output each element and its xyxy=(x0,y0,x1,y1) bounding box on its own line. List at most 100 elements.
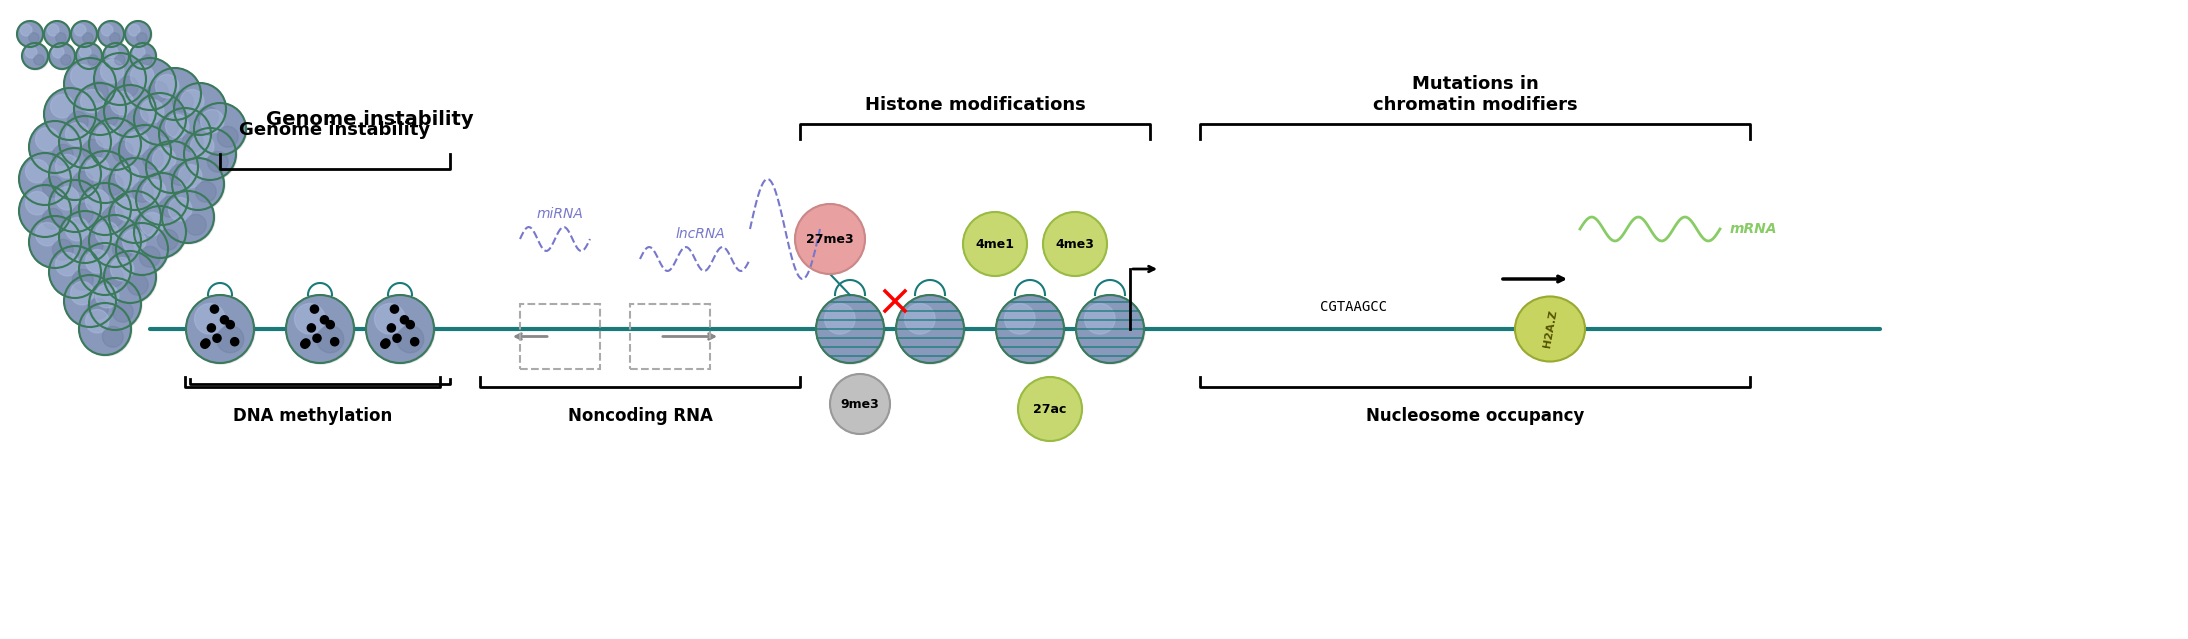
Circle shape xyxy=(96,284,118,308)
Circle shape xyxy=(83,235,103,255)
Circle shape xyxy=(72,203,94,224)
Circle shape xyxy=(90,278,140,330)
Circle shape xyxy=(94,54,147,106)
Circle shape xyxy=(162,191,214,243)
Circle shape xyxy=(46,89,96,141)
Circle shape xyxy=(96,125,118,148)
Circle shape xyxy=(66,217,90,241)
Circle shape xyxy=(166,114,188,138)
Text: lncRNA: lncRNA xyxy=(676,227,724,241)
Circle shape xyxy=(112,238,133,259)
Circle shape xyxy=(79,151,131,203)
Circle shape xyxy=(829,374,891,434)
Text: Genome instability: Genome instability xyxy=(267,110,475,129)
Circle shape xyxy=(55,33,66,43)
Circle shape xyxy=(42,176,63,197)
Text: H2A.Z: H2A.Z xyxy=(1543,309,1558,349)
Circle shape xyxy=(195,104,247,156)
Circle shape xyxy=(66,276,116,328)
Circle shape xyxy=(63,275,116,327)
Circle shape xyxy=(142,180,166,203)
Circle shape xyxy=(50,247,103,299)
Circle shape xyxy=(85,190,109,213)
Circle shape xyxy=(50,95,74,118)
Circle shape xyxy=(28,33,39,43)
Circle shape xyxy=(53,46,63,58)
Circle shape xyxy=(112,258,133,281)
Circle shape xyxy=(998,296,1066,364)
Circle shape xyxy=(368,296,435,364)
Circle shape xyxy=(173,91,193,112)
Circle shape xyxy=(129,24,140,36)
Circle shape xyxy=(116,197,138,221)
Circle shape xyxy=(1076,295,1144,363)
Circle shape xyxy=(195,103,245,155)
Circle shape xyxy=(221,316,228,324)
Circle shape xyxy=(59,211,112,263)
Circle shape xyxy=(18,22,44,48)
Circle shape xyxy=(61,55,70,65)
Circle shape xyxy=(195,304,225,334)
Circle shape xyxy=(85,157,109,181)
Circle shape xyxy=(112,91,133,115)
Circle shape xyxy=(186,129,236,181)
Circle shape xyxy=(31,217,81,269)
Circle shape xyxy=(81,304,131,356)
Circle shape xyxy=(48,246,101,298)
Circle shape xyxy=(287,295,354,363)
Circle shape xyxy=(133,206,186,258)
Circle shape xyxy=(383,339,389,347)
Text: DNA methylation: DNA methylation xyxy=(232,407,392,425)
Circle shape xyxy=(66,123,90,146)
Circle shape xyxy=(123,229,147,253)
Circle shape xyxy=(175,83,225,135)
Circle shape xyxy=(88,81,107,102)
Text: Genome instability: Genome instability xyxy=(238,121,431,139)
Circle shape xyxy=(295,304,326,334)
Circle shape xyxy=(184,128,236,180)
Circle shape xyxy=(182,132,203,152)
Circle shape xyxy=(105,86,158,138)
Circle shape xyxy=(70,282,94,305)
Circle shape xyxy=(66,59,116,111)
Circle shape xyxy=(160,108,210,160)
Circle shape xyxy=(374,304,405,334)
Circle shape xyxy=(83,139,103,160)
Circle shape xyxy=(129,43,155,69)
Circle shape xyxy=(50,181,103,233)
Circle shape xyxy=(24,44,48,70)
Circle shape xyxy=(1076,296,1144,364)
Ellipse shape xyxy=(1514,296,1584,362)
Circle shape xyxy=(85,309,109,333)
Text: miRNA: miRNA xyxy=(536,207,584,221)
Circle shape xyxy=(77,44,103,70)
Circle shape xyxy=(142,55,153,65)
Circle shape xyxy=(44,21,70,47)
Circle shape xyxy=(101,24,114,36)
Circle shape xyxy=(153,148,175,171)
Circle shape xyxy=(1004,304,1035,334)
Circle shape xyxy=(90,216,142,268)
Circle shape xyxy=(109,158,162,210)
Circle shape xyxy=(125,59,177,111)
Circle shape xyxy=(22,43,48,69)
Circle shape xyxy=(46,22,70,48)
Circle shape xyxy=(155,75,179,98)
Circle shape xyxy=(44,88,96,140)
Circle shape xyxy=(201,340,208,348)
Circle shape xyxy=(287,296,354,364)
Circle shape xyxy=(311,305,319,313)
Circle shape xyxy=(103,206,123,227)
Circle shape xyxy=(85,249,109,273)
Circle shape xyxy=(35,128,59,151)
Circle shape xyxy=(59,117,112,169)
Circle shape xyxy=(28,121,81,173)
Circle shape xyxy=(136,33,147,43)
Circle shape xyxy=(400,316,409,324)
Circle shape xyxy=(162,192,214,244)
Circle shape xyxy=(81,244,131,296)
Circle shape xyxy=(109,192,162,244)
Circle shape xyxy=(195,181,217,202)
Circle shape xyxy=(120,126,173,178)
Circle shape xyxy=(68,111,88,132)
